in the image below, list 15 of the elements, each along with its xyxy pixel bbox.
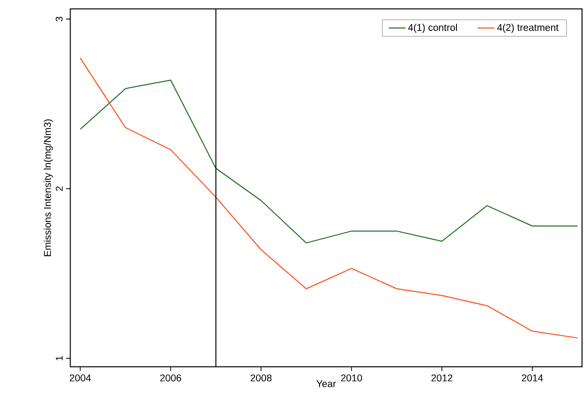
y-axis-title: Emissions Intensity ln(mg/Nm3) (44, 119, 53, 256)
legend-label: 4(2) treatment (497, 24, 559, 33)
line-series (80, 80, 578, 244)
x-tick-label: 2014 (522, 374, 543, 382)
y-tick-label: 3 (56, 16, 63, 22)
x-tick-label: 2004 (70, 374, 91, 382)
x-tick-label: 2012 (431, 374, 452, 382)
y-tick-label: 2 (56, 186, 63, 191)
x-tick-label: 2006 (160, 374, 182, 382)
y-tick-label: 1 (56, 356, 63, 360)
x-tick-label: 2010 (341, 374, 362, 382)
legend-label: 4(1) control (408, 24, 457, 33)
line-series (80, 58, 578, 338)
x-tick-label: 2008 (250, 374, 272, 382)
x-axis-title: Year (316, 380, 336, 388)
